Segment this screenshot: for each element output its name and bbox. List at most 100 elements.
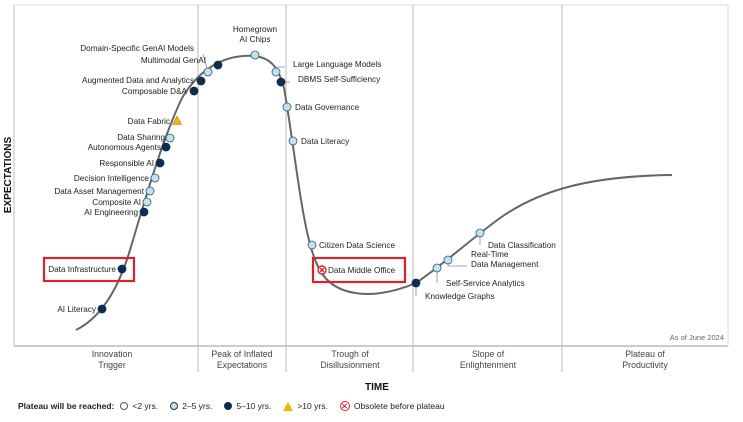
hype-point-autonomous-agents: Autonomous Agents	[88, 142, 171, 152]
hype-point-decision-intelligence: Decision Intelligence	[74, 173, 160, 183]
x-axis-title: TIME	[365, 382, 389, 393]
light-blue-circle-icon	[145, 186, 155, 196]
light-blue-circle-icon	[282, 102, 292, 112]
hype-point-data-governance: Data Governance	[282, 102, 360, 112]
point-label: Domain-Specific GenAI Models	[80, 44, 194, 53]
as-of-note: As of June 2024	[670, 333, 724, 342]
legend-item-obsolete: Obsolete before plateau	[339, 401, 445, 411]
light-blue-circle-icon	[288, 136, 298, 146]
highlight-box-data-middle-office	[311, 256, 407, 284]
obsolete-x-icon	[339, 401, 350, 411]
dark-blue-circle-icon	[117, 264, 127, 274]
dark-blue-circle-icon	[411, 278, 421, 288]
legend-item-lt2: <2 yrs.	[120, 401, 158, 411]
point-label: AI Literacy	[57, 305, 97, 314]
hype-point-ai-engineering: AI Engineering	[84, 207, 149, 217]
point-label: Composable D&A	[122, 87, 188, 96]
obsolete-x-stroke	[319, 267, 325, 273]
dark-blue-circle-icon	[189, 86, 199, 96]
hype-point-data-infrastructure: Data Infrastructure	[48, 264, 127, 274]
legend-label: 5–10 yrs.	[236, 401, 272, 411]
light-blue-circle-icon	[432, 263, 442, 273]
hype-point-domain-specific-genai-models: Domain-Specific GenAI Models	[80, 44, 213, 77]
phase-labels: Innovation Trigger Peak of Inflated Expecta…	[92, 349, 669, 370]
point-label: Composite AI	[92, 198, 141, 207]
hype-point-composable-d-a: Composable D&A	[122, 86, 199, 96]
point-label: Multimodal GenAI	[141, 56, 206, 65]
light-blue-circle-icon	[250, 50, 260, 60]
light-blue-circle-icon	[307, 240, 317, 250]
point-label: Decision Intelligence	[74, 174, 150, 183]
dark-blue-circle-icon	[276, 77, 286, 87]
point-label: Knowledge Graphs	[425, 292, 495, 301]
hype-point-real-time-data-management: Real-Time Data Management	[443, 250, 539, 269]
legend-label: Obsolete before plateau	[353, 401, 445, 411]
light-blue-circle-icon	[150, 173, 160, 183]
point-label: Large Language Models	[293, 60, 381, 69]
dark-blue-circle-icon	[139, 207, 149, 217]
yellow-triangle-icon	[172, 115, 182, 125]
point-label: Data Asset Management	[54, 187, 144, 196]
point-label: Citizen Data Science	[319, 241, 395, 250]
point-label: AI Engineering	[84, 208, 138, 217]
yellow-triangle-icon	[283, 401, 294, 411]
hype-point-composite-ai: Composite AI	[92, 197, 152, 207]
point-label: Data Sharing	[117, 133, 165, 142]
dark-blue-circle-icon	[196, 76, 206, 86]
hype-point-ai-literacy: AI Literacy	[57, 304, 107, 314]
dark-blue-circle-icon	[224, 402, 233, 410]
point-label: Data Infrastructure	[48, 265, 116, 274]
highlight-box-data-infrastructure	[42, 256, 136, 283]
y-axis-title: EXPECTATIONS	[3, 137, 14, 214]
light-blue-circle-icon	[203, 67, 213, 77]
point-label: Responsible AI	[99, 159, 154, 168]
hype-point-knowledge-graphs: Knowledge Graphs	[411, 278, 495, 301]
light-blue-circle-icon	[475, 228, 485, 238]
hype-point-data-classification: Data Classification	[475, 228, 556, 250]
open-circle-icon	[120, 402, 129, 410]
point-label: Real-Time Data Management	[471, 250, 539, 269]
hype-curve	[75, 54, 673, 331]
legend-title: Plateau will be reached:	[18, 401, 115, 411]
hype-cycle-chart: Homegrown AI Chips Domain-Specific GenAI M…	[3, 4, 729, 393]
hype-point-augmented-data-and-analytics: Augmented Data and Analytics	[82, 76, 206, 86]
phase-label-5: Plateau of Productivity	[622, 349, 668, 370]
phase-label-3: Trough of Disillusionment	[320, 349, 380, 370]
hype-point-dbms-self-sufficiency: DBMS Self-Sufficiency	[276, 75, 381, 87]
hype-point-responsible-ai: Responsible AI	[99, 158, 165, 168]
legend-item-5-10: 5–10 yrs.	[224, 401, 271, 411]
hype-point-self-service-analytics: Self-Service Analytics	[432, 263, 525, 288]
phase-label-2: Peak of Inflated Expectations	[211, 349, 272, 370]
hype-point-large-language-models: Large Language Models	[271, 60, 381, 77]
legend-label: 2–5 yrs.	[182, 401, 213, 411]
hype-point-citizen-data-science: Citizen Data Science	[307, 240, 395, 250]
dark-blue-circle-icon	[97, 304, 107, 314]
hype-point-data-fabric: Data Fabric	[128, 115, 182, 126]
light-blue-circle-icon	[142, 197, 152, 207]
point-label: Data Governance	[295, 103, 360, 112]
hype-point-data-sharing: Data Sharing	[117, 133, 175, 143]
hype-point-data-middle-office: Data Middle Office	[317, 265, 396, 275]
light-blue-circle-icon	[170, 402, 179, 410]
point-label: Data Fabric	[128, 117, 170, 126]
phase-label-1: Innovation Trigger	[92, 349, 133, 370]
point-label: Augmented Data and Analytics	[82, 76, 194, 85]
light-blue-circle-icon	[443, 255, 453, 265]
light-blue-circle-icon	[165, 133, 175, 143]
hype-point-homegrown-ai-chips: Homegrown AI Chips	[233, 25, 278, 60]
points-layer: Homegrown AI Chips Domain-Specific GenAI M…	[48, 25, 556, 314]
point-label: Data Literacy	[301, 137, 350, 146]
legend-item-gt10: >10 yrs.	[283, 401, 328, 411]
plot-frame	[13, 4, 729, 372]
phase-label-4: Slope of Enlightenment	[460, 349, 517, 370]
dark-blue-circle-icon	[213, 60, 223, 70]
point-label: Data Middle Office	[328, 266, 396, 275]
hype-point-data-asset-management: Data Asset Management	[54, 186, 155, 196]
hype-point-multimodal-genai: Multimodal GenAI	[141, 56, 223, 70]
point-label: Data Classification	[488, 241, 556, 250]
dark-blue-circle-icon	[155, 158, 165, 168]
point-label: Autonomous Agents	[88, 143, 161, 152]
legend: Plateau will be reached: <2 yrs. 2–5 yrs…	[18, 401, 451, 411]
legend-label: >10 yrs.	[297, 401, 328, 411]
dark-blue-circle-icon	[161, 142, 171, 152]
